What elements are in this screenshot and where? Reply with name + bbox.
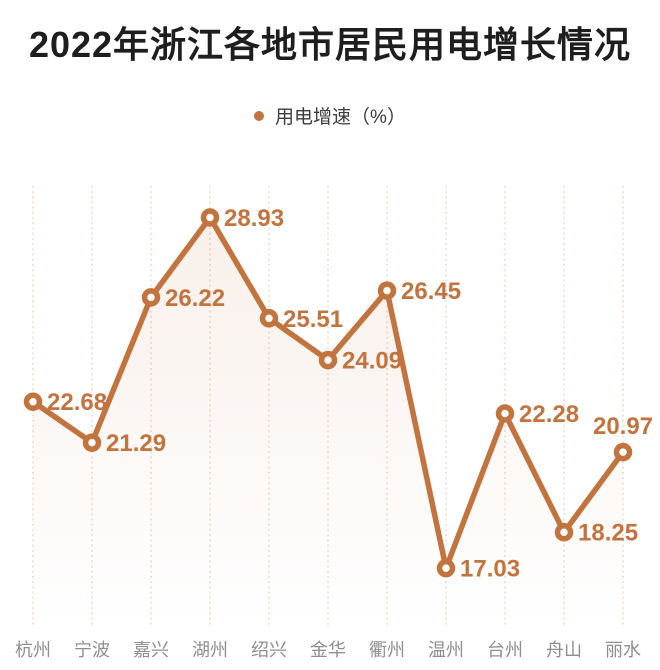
line-chart: 22.68 21.29 26.22 28.93 25.51 24.09 26.45 17.03… xyxy=(0,166,660,670)
data-point-marker xyxy=(436,558,456,578)
data-point-label: 24.09 xyxy=(342,348,402,375)
data-point-marker xyxy=(23,392,43,411)
data-point-marker xyxy=(259,309,279,328)
data-point-label: 25.51 xyxy=(283,306,343,333)
data-point-marker xyxy=(82,433,102,452)
line-chart-svg: 22.68 21.29 26.22 28.93 25.51 24.09 26.45 17.03… xyxy=(15,186,653,660)
x-axis-label: 温州 xyxy=(428,640,464,660)
legend-ring-icon xyxy=(254,110,265,121)
series-area xyxy=(33,217,623,628)
chart-title: 2022年浙江各地市居民用电增长情况 xyxy=(28,24,632,65)
x-axis-label: 宁波 xyxy=(74,640,110,660)
x-axis-label: 杭州 xyxy=(15,640,51,660)
data-point-label: 26.45 xyxy=(401,278,461,305)
data-point-label: 17.03 xyxy=(460,556,520,583)
legend: 用电增速（%） xyxy=(0,102,660,129)
x-axis-label: 金华 xyxy=(310,640,346,660)
data-point-label: 21.29 xyxy=(106,430,166,457)
data-point-marker xyxy=(318,350,338,370)
x-axis-label: 绍兴 xyxy=(251,640,287,660)
legend-label: 用电增速（%） xyxy=(275,107,406,128)
data-point-marker xyxy=(377,281,397,300)
data-point-marker xyxy=(495,404,515,423)
x-axis-label: 舟山 xyxy=(546,640,582,660)
data-point-label: 22.68 xyxy=(47,389,107,416)
x-axis-label: 衢州 xyxy=(369,640,405,660)
data-point-label: 26.22 xyxy=(165,285,225,312)
data-point-label: 22.28 xyxy=(519,401,579,428)
data-point-label: 18.25 xyxy=(578,520,638,547)
data-point-marker xyxy=(554,522,574,542)
x-axis-label: 嘉兴 xyxy=(133,640,169,660)
data-point-label: 20.97 xyxy=(593,413,653,440)
chart-page: 2022年浙江各地市居民用电增长情况 用电增速（%） 22.68 21.29 26.… xyxy=(0,16,660,670)
x-axis-label: 湖州 xyxy=(192,640,228,660)
data-point-marker xyxy=(613,442,633,462)
data-point-marker xyxy=(141,288,161,307)
data-point-marker xyxy=(200,208,220,227)
x-axis-label: 丽水 xyxy=(605,640,641,660)
x-axis-label: 台州 xyxy=(487,640,523,660)
data-point-label: 28.93 xyxy=(224,205,284,232)
